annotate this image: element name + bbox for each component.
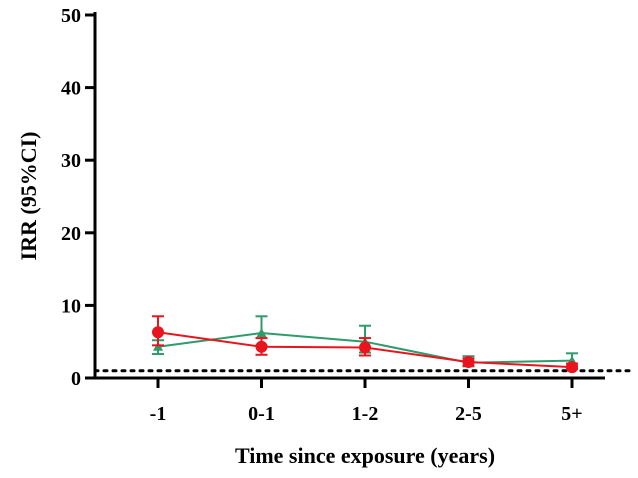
data-point [152, 326, 164, 339]
axes: 0 10 20 30 40 50 -1 0-1 1-2 2-5 5+ [61, 5, 605, 425]
x-tick-label: 5+ [561, 403, 582, 425]
y-tick-label: 30 [61, 150, 81, 172]
y-tick-label: 50 [61, 5, 81, 27]
y-tick-label: 0 [71, 368, 81, 390]
data-point [566, 361, 578, 374]
x-tick-label: 2-5 [455, 403, 482, 425]
x-tick-label: 0-1 [248, 403, 275, 425]
y-axis-title: IRR (95%CI) [16, 132, 41, 261]
data-point [255, 340, 268, 353]
data-point [462, 356, 475, 369]
data-point [256, 327, 267, 337]
series-layer [152, 315, 578, 374]
y-tick-label: 10 [61, 295, 81, 317]
series-1 [152, 315, 578, 374]
data-point [359, 341, 371, 354]
y-tick-label: 40 [61, 78, 81, 100]
x-axis-title: Time since exposure (years) [235, 443, 495, 468]
x-tick-label: -1 [150, 403, 167, 425]
x-tick-label: 1-2 [352, 403, 379, 425]
y-tick-label: 20 [61, 223, 81, 245]
